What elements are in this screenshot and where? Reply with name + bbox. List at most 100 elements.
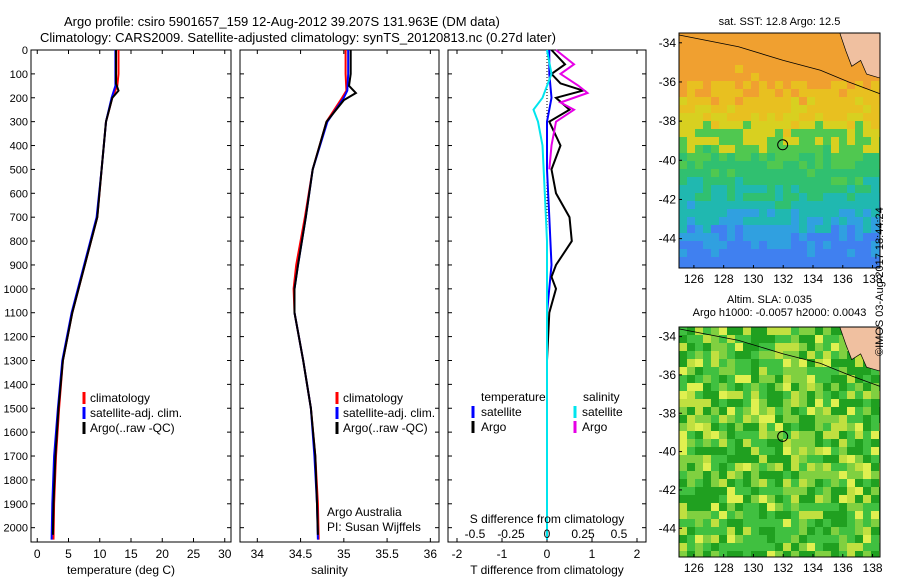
grid-cell bbox=[695, 551, 703, 557]
grid-cell bbox=[799, 49, 807, 57]
grid-cell bbox=[727, 551, 735, 557]
grid-cell bbox=[695, 343, 703, 351]
grid-cell bbox=[783, 209, 791, 217]
grid-cell bbox=[807, 257, 815, 265]
grid-cell bbox=[751, 217, 759, 225]
grid-cell bbox=[695, 511, 703, 519]
grid-cell bbox=[703, 327, 711, 335]
grid-cell bbox=[767, 57, 775, 65]
grid-cell bbox=[831, 447, 839, 455]
grid-cell bbox=[839, 129, 847, 137]
grid-cell bbox=[719, 519, 727, 527]
grid-cell bbox=[871, 527, 879, 535]
grid-cell bbox=[823, 249, 831, 257]
grid-cell bbox=[679, 65, 687, 73]
grid-cell bbox=[695, 423, 703, 431]
grid-cell bbox=[839, 375, 847, 383]
grid-cell bbox=[775, 415, 783, 423]
grid-cell bbox=[799, 383, 807, 391]
grid-cell bbox=[783, 471, 791, 479]
grid-cell bbox=[775, 503, 783, 511]
x-tick-label: 25 bbox=[187, 547, 201, 561]
grid-cell bbox=[855, 233, 863, 241]
grid-cell bbox=[863, 471, 871, 479]
grid-cell bbox=[703, 455, 711, 463]
grid-cell bbox=[735, 471, 743, 479]
grid-cell bbox=[743, 391, 751, 399]
grid-cell bbox=[679, 217, 687, 225]
lat-tick-label: -42 bbox=[659, 483, 677, 497]
grid-cell bbox=[775, 49, 783, 57]
grid-cell bbox=[871, 431, 879, 439]
grid-cell bbox=[815, 455, 823, 463]
grid-cell bbox=[863, 145, 871, 153]
grid-cell bbox=[719, 161, 727, 169]
grid-cell bbox=[743, 97, 751, 105]
depth-tick-label: 1900 bbox=[4, 499, 28, 511]
grid-cell bbox=[735, 335, 743, 343]
grid-cell bbox=[791, 375, 799, 383]
grid-cell bbox=[687, 455, 695, 463]
series-line-argo-raw-qc- bbox=[293, 50, 358, 535]
grid-cell bbox=[767, 383, 775, 391]
grid-cell bbox=[679, 177, 687, 185]
grid-cell bbox=[759, 343, 767, 351]
grid-cell bbox=[807, 455, 815, 463]
grid-cell bbox=[815, 49, 823, 57]
grid-cell bbox=[823, 265, 831, 268]
depth-tick-label: 100 bbox=[10, 69, 28, 81]
grid-cell bbox=[743, 129, 751, 137]
grid-cell bbox=[839, 383, 847, 391]
grid-cell bbox=[863, 265, 871, 268]
grid-cell bbox=[807, 463, 815, 471]
grid-cell bbox=[711, 479, 719, 487]
grid-cell bbox=[815, 161, 823, 169]
grid-cell bbox=[807, 495, 815, 503]
grid-cell bbox=[799, 33, 807, 41]
grid-cell bbox=[759, 511, 767, 519]
grid-cell bbox=[863, 129, 871, 137]
grid-cell bbox=[775, 57, 783, 65]
grid-cell bbox=[751, 201, 759, 209]
grid-cell bbox=[711, 161, 719, 169]
grid-cell bbox=[719, 105, 727, 113]
grid-cell bbox=[695, 145, 703, 153]
grid-cell bbox=[719, 423, 727, 431]
grid-cell bbox=[863, 535, 871, 543]
grid-cell bbox=[847, 535, 855, 543]
grid-cell bbox=[735, 81, 743, 89]
grid-cell bbox=[743, 503, 751, 511]
grid-cell bbox=[727, 375, 735, 383]
grid-cell bbox=[839, 153, 847, 161]
grid-cell bbox=[863, 543, 871, 551]
grid-cell bbox=[711, 257, 719, 265]
lon-tick-label: 126 bbox=[684, 561, 704, 575]
grid-cell bbox=[799, 97, 807, 105]
grid-cell bbox=[775, 439, 783, 447]
grid-cell bbox=[823, 447, 831, 455]
grid-cell bbox=[711, 503, 719, 511]
grid-cell bbox=[687, 81, 695, 89]
grid-cell bbox=[727, 81, 735, 89]
grid-cell bbox=[695, 57, 703, 65]
grid-cell bbox=[727, 351, 735, 359]
lat-tick-label: -44 bbox=[659, 232, 677, 246]
grid-cell bbox=[719, 431, 727, 439]
grid-cell bbox=[815, 105, 823, 113]
grid-cell bbox=[823, 423, 831, 431]
grid-cell bbox=[863, 225, 871, 233]
grid-cell bbox=[751, 439, 759, 447]
grid-cell bbox=[727, 257, 735, 265]
grid-cell bbox=[767, 185, 775, 193]
grid-cell bbox=[695, 65, 703, 73]
grid-cell bbox=[815, 343, 823, 351]
grid-cell bbox=[791, 463, 799, 471]
lon-tick-label: 136 bbox=[833, 272, 853, 286]
grid-cell bbox=[855, 241, 863, 249]
grid-cell bbox=[871, 177, 879, 185]
grid-cell bbox=[775, 447, 783, 455]
grid-cell bbox=[719, 327, 727, 335]
grid-cell bbox=[759, 439, 767, 447]
grid-cell bbox=[863, 391, 871, 399]
grid-cell bbox=[727, 177, 735, 185]
